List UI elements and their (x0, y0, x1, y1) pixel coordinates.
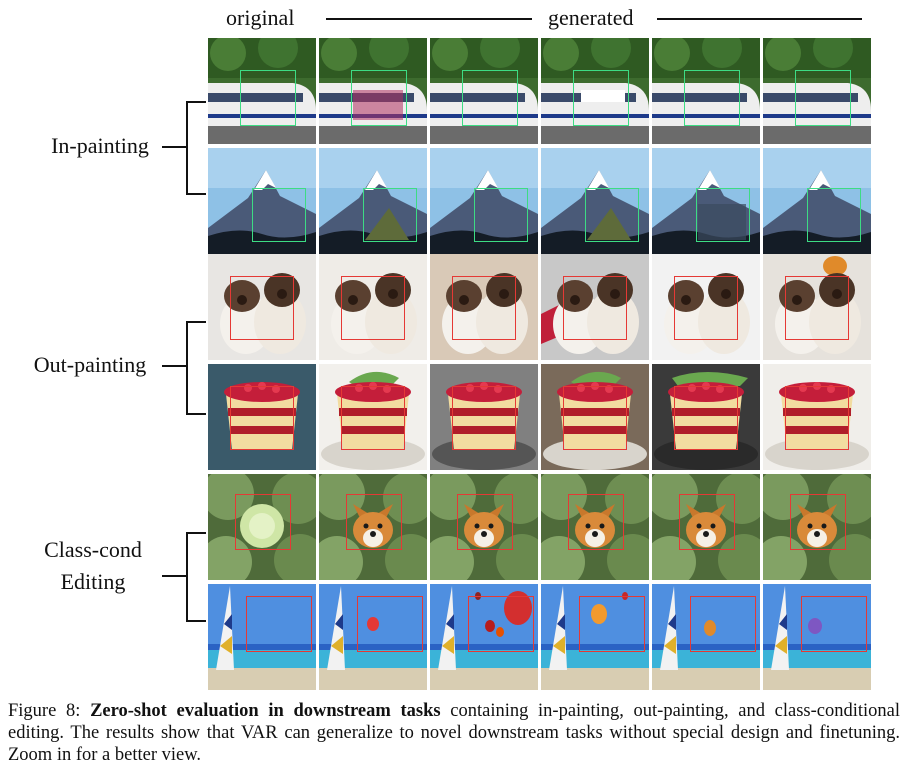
grid-image-dogs-generated-3 (541, 254, 649, 360)
grid-image-dogs-generated-2 (430, 254, 538, 360)
region-box (801, 596, 867, 652)
region-box (452, 276, 516, 340)
grid-image-beach-balloon-generated-3 (541, 584, 649, 690)
grid-image-cabbage-corgi-generated-4 (652, 474, 760, 580)
region-box (807, 188, 861, 242)
column-header-original: original (226, 5, 295, 30)
region-box (785, 276, 849, 340)
bracket-inpainting (186, 101, 206, 195)
region-box (696, 188, 750, 242)
region-box (246, 596, 312, 652)
bracket-tick-outpainting (162, 365, 186, 367)
figure-caption: Figure 8: Zero-shot evaluation in downst… (8, 700, 900, 766)
grid-image-cabbage-corgi-generated-3 (541, 474, 649, 580)
region-box (462, 70, 518, 126)
grid-image-beach-balloon-generated-4 (652, 584, 760, 690)
region-box (252, 188, 306, 242)
region-box (684, 70, 740, 126)
row-label-edit-line1: Class-cond (44, 537, 142, 562)
region-box (579, 596, 645, 652)
grid-image-cabbage-corgi-generated-5 (763, 474, 871, 580)
region-box (573, 70, 629, 126)
region-box (235, 494, 291, 550)
region-box (474, 188, 528, 242)
grid-image-mountain-generated-5 (763, 148, 871, 254)
grid-image-train-original (208, 38, 316, 144)
region-box (785, 386, 849, 450)
grid-image-cabbage-corgi-generated-1 (319, 474, 427, 580)
grid-image-dogs-generated-4 (652, 254, 760, 360)
bracket-outpainting (186, 321, 206, 415)
result-grid (208, 38, 872, 690)
region-box (230, 276, 294, 340)
region-box (674, 276, 738, 340)
caption-rest: containing in-painting, out-painting, an… (8, 701, 901, 765)
grid-image-train-generated-3 (541, 38, 649, 144)
grid-image-beach-balloon-generated-2 (430, 584, 538, 690)
region-box (341, 386, 405, 450)
grid-image-beach-balloon-generated-1 (319, 584, 427, 690)
region-box (457, 494, 513, 550)
region-box (790, 494, 846, 550)
region-box (230, 386, 294, 450)
region-box (585, 188, 639, 242)
region-box (568, 494, 624, 550)
grid-image-cabbage-corgi-generated-2 (430, 474, 538, 580)
grid-image-cake-generated-3 (541, 364, 649, 470)
grid-image-beach-balloon-generated-5 (763, 584, 871, 690)
grid-image-cake-generated-4 (652, 364, 760, 470)
region-box (795, 70, 851, 126)
generated-header-line-left (326, 18, 532, 20)
region-box (357, 596, 423, 652)
generated-header-line-right (657, 18, 862, 20)
grid-image-cake-generated-1 (319, 364, 427, 470)
region-box (563, 276, 627, 340)
caption-bold: Zero-shot evaluation in downstream tasks (90, 701, 441, 721)
grid-image-beach-balloon-original (208, 584, 316, 690)
grid-image-mountain-original (208, 148, 316, 254)
grid-image-mountain-generated-3 (541, 148, 649, 254)
grid-image-cabbage-corgi-original (208, 474, 316, 580)
row-label-edit-line2: Editing (60, 569, 126, 594)
region-box (346, 494, 402, 550)
grid-image-dogs-generated-5 (763, 254, 871, 360)
region-box (452, 386, 516, 450)
grid-image-dogs-generated-1 (319, 254, 427, 360)
region-box (468, 596, 534, 652)
bracket-tick-inpainting (162, 146, 186, 148)
grid-image-cake-original (208, 364, 316, 470)
caption-prefix: Figure 8: (8, 701, 81, 721)
grid-image-cake-generated-2 (430, 364, 538, 470)
grid-image-mountain-generated-4 (652, 148, 760, 254)
region-box (341, 276, 405, 340)
region-box (351, 70, 407, 126)
grid-image-train-generated-2 (430, 38, 538, 144)
grid-image-mountain-generated-1 (319, 148, 427, 254)
region-box (690, 596, 756, 652)
grid-image-cake-generated-5 (763, 364, 871, 470)
bracket-edit (186, 532, 206, 622)
row-label-inpainting: In-painting (51, 133, 149, 158)
region-box (363, 188, 417, 242)
row-label-outpainting: Out-painting (33, 352, 147, 377)
grid-image-train-generated-1 (319, 38, 427, 144)
grid-image-dogs-original (208, 254, 316, 360)
grid-image-mountain-generated-2 (430, 148, 538, 254)
grid-image-train-generated-5 (763, 38, 871, 144)
bracket-tick-edit (162, 575, 186, 577)
region-box (240, 70, 296, 126)
grid-image-train-generated-4 (652, 38, 760, 144)
region-box (563, 386, 627, 450)
region-box (679, 494, 735, 550)
region-box (674, 386, 738, 450)
column-header-generated: generated (548, 5, 634, 30)
